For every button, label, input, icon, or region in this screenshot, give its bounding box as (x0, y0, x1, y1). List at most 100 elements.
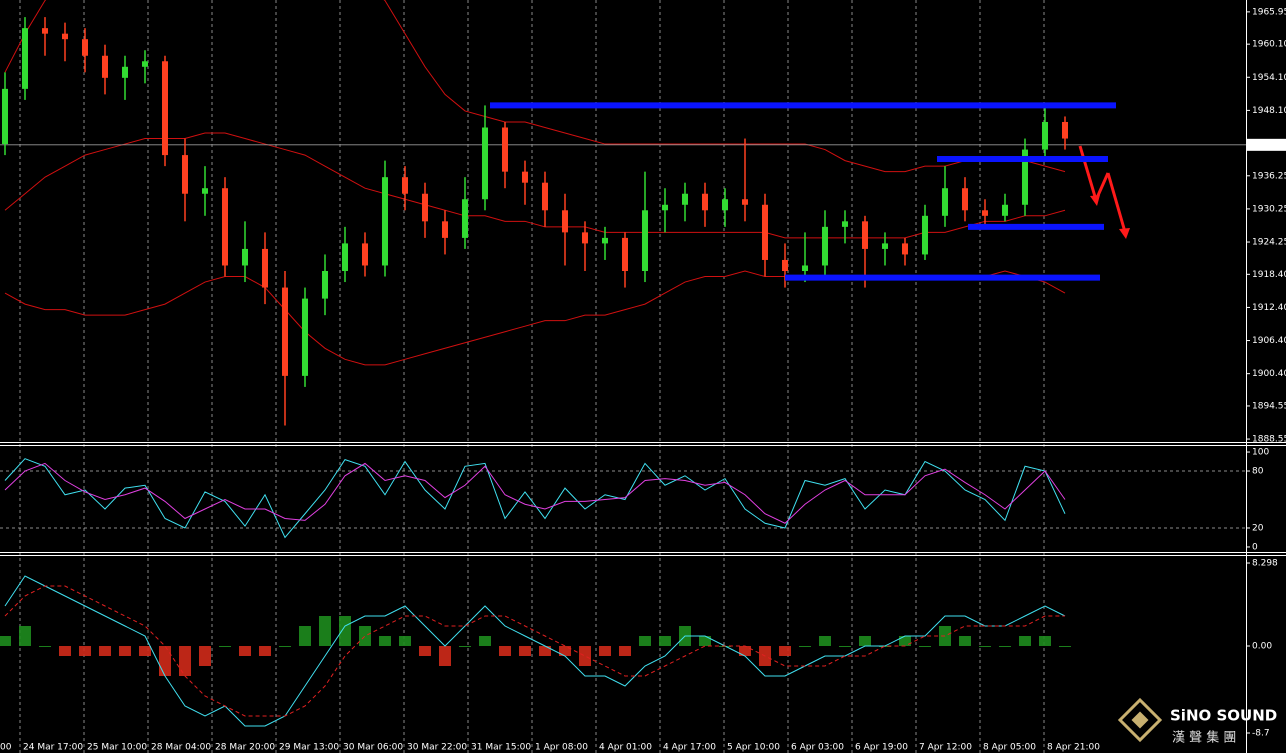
histogram-bar (799, 646, 811, 647)
x-tick-label: 8 Apr 21:00 (1047, 743, 1100, 753)
logo-subtitle: 漢 聲 集 團 (1172, 730, 1236, 746)
y-tick-label: 1924.25 (1252, 238, 1286, 248)
y-tick-label: 1888.55 (1252, 435, 1286, 445)
y-tick-label: -8.7 (1252, 729, 1270, 739)
y-tick-label: 1912.40 (1252, 303, 1286, 313)
series-line (4, 458, 1066, 539)
candle-body (82, 39, 88, 56)
candle-body (662, 204, 668, 211)
candle-body (442, 221, 448, 238)
histogram-bar (599, 646, 611, 656)
candle-body (1042, 121, 1048, 150)
histogram-bar (1039, 636, 1051, 646)
candle-body (242, 248, 248, 266)
candle-body (262, 248, 268, 288)
x-tick-label: 8 Apr 05:00 (983, 743, 1036, 753)
candle-body (402, 177, 408, 194)
histogram-bar (119, 646, 131, 656)
histogram-bar (199, 646, 211, 666)
histogram-bar (739, 646, 751, 656)
candle-body (962, 188, 968, 211)
candle-body (142, 61, 148, 67)
candle-body (782, 259, 788, 272)
x-tick-label: 4 Apr 01:00 (599, 743, 652, 753)
series-line (4, 132, 1066, 239)
candle-body (22, 28, 28, 89)
y-tick-label: 1918.40 (1252, 270, 1286, 280)
arrow-head (1119, 228, 1130, 239)
histogram-bar (219, 646, 231, 647)
candle-body (222, 188, 228, 266)
watermark: SiNO SOUND 漢 聲 集 團 (1117, 697, 1277, 746)
x-tick-label: 6 Apr 19:00 (855, 743, 908, 753)
histogram-bar (519, 646, 531, 656)
x-tick-label: 7 Apr 12:00 (919, 743, 972, 753)
candle-body (522, 171, 528, 183)
histogram-bar (639, 636, 651, 646)
y-tick-label: 1965.95 (1252, 7, 1286, 17)
histogram-bar (579, 646, 591, 666)
candle-body (502, 127, 508, 172)
histogram-bar (339, 616, 351, 646)
y-tick-label: 1948.10 (1252, 106, 1286, 116)
x-tick-label: 00 (0, 743, 12, 753)
candle-body (42, 28, 48, 34)
histogram-bar (1059, 646, 1071, 647)
y-tick-label: 1894.55 (1252, 401, 1286, 411)
candle-body (322, 271, 328, 299)
candle-body (762, 204, 768, 260)
histogram-bar (379, 636, 391, 646)
histogram-bar (239, 646, 251, 656)
histogram-bar (39, 646, 51, 647)
candle-body (382, 177, 388, 266)
candle-body (902, 243, 908, 255)
y-tick-label: 1936.25 (1252, 171, 1286, 181)
histogram-bar (999, 646, 1011, 647)
histogram-bar (1019, 636, 1031, 646)
candle-body (942, 188, 948, 216)
candle-body (462, 199, 468, 238)
candle-body (362, 243, 368, 266)
histogram-bar (539, 646, 551, 656)
y-tick-label: 1930.25 (1252, 204, 1286, 214)
histogram-bar (299, 626, 311, 646)
histogram-bar (819, 636, 831, 646)
y-tick-label: 80 (1252, 467, 1264, 477)
histogram-bar (419, 646, 431, 656)
y-tick-label: 1954.10 (1252, 73, 1286, 83)
histogram-bar (779, 646, 791, 656)
x-tick-label: 4 Apr 17:00 (663, 743, 716, 753)
histogram-bar (259, 646, 271, 656)
histogram-bar (479, 636, 491, 646)
candle-body (422, 193, 428, 222)
candle-body (302, 298, 308, 376)
candle-body (702, 193, 708, 211)
candle-body (922, 215, 928, 255)
candle-body (102, 55, 108, 78)
stochastic-panel (0, 458, 1246, 539)
arrow-head (1090, 195, 1100, 206)
candle-body (982, 210, 988, 216)
series-line (4, 0, 1066, 173)
histogram-bar (399, 636, 411, 646)
histogram-bar (499, 646, 511, 656)
axes: 00 24 Mar 17:00 25 Mar 10:00 28 Mar 04:00 28… (0, 7, 1286, 753)
series-line (4, 462, 1066, 524)
candle-body (802, 265, 808, 272)
histogram-bar (459, 646, 471, 647)
y-tick-label: 1960.10 (1252, 40, 1286, 50)
x-tick-label: 31 Mar 15:00 (471, 743, 531, 753)
x-tick-label: 1 Apr 08:00 (535, 743, 588, 753)
histogram-bar (919, 646, 931, 647)
logo-core (1131, 711, 1149, 729)
series-line (4, 575, 1066, 727)
x-tick-label: 25 Mar 10:00 (87, 743, 147, 753)
candle-body (842, 221, 848, 227)
candle-body (742, 199, 748, 205)
x-tick-label: 28 Mar 20:00 (215, 743, 275, 753)
x-tick-label: 30 Mar 22:00 (407, 743, 467, 753)
y-tick-label: 100 (1252, 448, 1269, 458)
last-price-label: 1941.86 (1250, 140, 1286, 150)
